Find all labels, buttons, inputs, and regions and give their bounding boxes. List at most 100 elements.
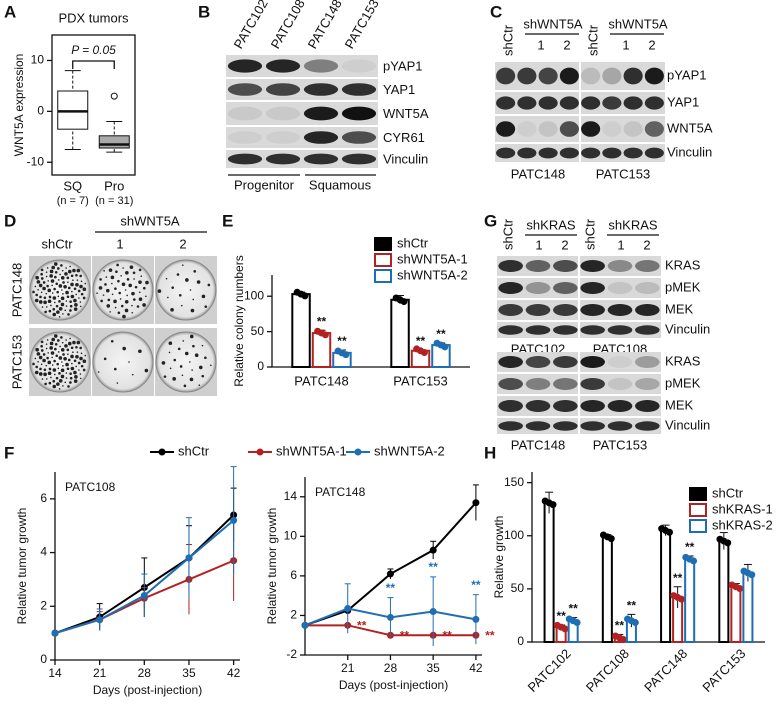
- colony: [42, 358, 46, 363]
- legend-label: shWNT5A-1: [276, 443, 347, 458]
- colony: [52, 312, 57, 317]
- colony: [42, 353, 46, 356]
- colony: [58, 372, 61, 375]
- blot-band: [496, 96, 516, 110]
- colony: [65, 377, 68, 379]
- colony: [105, 288, 110, 293]
- panel-letter: D: [4, 211, 16, 230]
- lane-label: PATC108: [268, 0, 308, 51]
- blot-band: [607, 400, 633, 412]
- colony: [37, 288, 39, 291]
- colony: [170, 308, 174, 312]
- significance: **: [615, 619, 625, 633]
- colony: [36, 352, 41, 356]
- blot-band: [496, 121, 516, 137]
- blot-strip: [226, 55, 378, 77]
- blot-band: [517, 96, 537, 110]
- colony: [133, 278, 135, 280]
- colony: [173, 358, 177, 362]
- blot-band: [341, 153, 377, 165]
- colony: [70, 294, 75, 299]
- colony: [55, 354, 59, 358]
- colony: [116, 382, 119, 384]
- colony: [171, 286, 175, 289]
- well: [155, 331, 217, 393]
- colony: [79, 274, 82, 278]
- blot-band: [265, 83, 301, 96]
- lane-label: 2: [561, 237, 568, 252]
- blot-band: [607, 282, 633, 294]
- colony: [102, 294, 105, 296]
- colony: [198, 365, 203, 370]
- bar: [660, 529, 672, 643]
- colony: [131, 304, 133, 307]
- colony: [117, 311, 121, 315]
- colony: [65, 300, 68, 302]
- point: [386, 570, 394, 578]
- blot-band: [623, 121, 643, 137]
- blot-band: [517, 147, 537, 159]
- blot-band: [635, 421, 660, 431]
- blot-band: [525, 421, 551, 431]
- colony: [43, 372, 47, 377]
- colony: [126, 294, 128, 297]
- colony: [82, 359, 87, 364]
- axes: [54, 472, 240, 661]
- group-label: Progenitor: [234, 177, 295, 192]
- blot-band: [525, 260, 551, 272]
- colony: [126, 278, 130, 281]
- colony: [138, 280, 142, 284]
- y-tick-label: 4: [40, 545, 47, 559]
- blot-divider: [578, 352, 580, 372]
- colony: [125, 270, 129, 275]
- x-tick-label: PATC148: [641, 646, 690, 695]
- colony: [97, 371, 100, 373]
- colony: [65, 372, 68, 374]
- group-label: shWNT5A: [608, 16, 668, 31]
- cell-line-label: PATC148: [511, 437, 565, 452]
- x-tick-label: 14: [48, 666, 62, 680]
- colony: [51, 292, 54, 294]
- colony: [65, 362, 69, 367]
- x-tick-label: PATC108: [583, 646, 632, 695]
- bar: [730, 585, 742, 643]
- significance: **: [568, 602, 578, 616]
- colony: [52, 307, 56, 311]
- colony: [32, 362, 35, 366]
- blot-label: WNT5A: [383, 106, 429, 121]
- colony: [43, 296, 47, 300]
- colony: [48, 309, 52, 313]
- blot-band: [303, 106, 339, 121]
- colony: [118, 291, 122, 295]
- blot-band: [635, 378, 660, 390]
- y-tick-label: 2: [40, 598, 47, 612]
- x-tick-label: 28: [384, 661, 398, 675]
- colony: [75, 345, 78, 349]
- colony: [144, 368, 149, 373]
- colony: [72, 279, 74, 282]
- colony: [77, 289, 81, 293]
- colony: [78, 297, 80, 299]
- y-tick-label: 0: [40, 652, 47, 666]
- colony: [54, 270, 58, 274]
- colony: [49, 346, 53, 350]
- blot-band: [227, 106, 263, 121]
- colony: [58, 356, 63, 360]
- colony: [66, 348, 70, 352]
- x-tick-label: 21: [93, 666, 107, 680]
- blot-band: [496, 147, 516, 159]
- blot-band: [581, 67, 601, 85]
- blot-band: [602, 121, 622, 137]
- colony: [61, 269, 64, 272]
- colony: [113, 299, 117, 304]
- colony: [71, 290, 73, 293]
- colony: [61, 289, 63, 291]
- colony: [106, 304, 111, 308]
- colony: [66, 367, 70, 371]
- bar: [291, 293, 311, 369]
- well: [92, 331, 154, 393]
- colony: [75, 365, 77, 368]
- blot-band: [265, 131, 301, 144]
- blot-divider: [578, 256, 580, 276]
- colony: [48, 367, 52, 371]
